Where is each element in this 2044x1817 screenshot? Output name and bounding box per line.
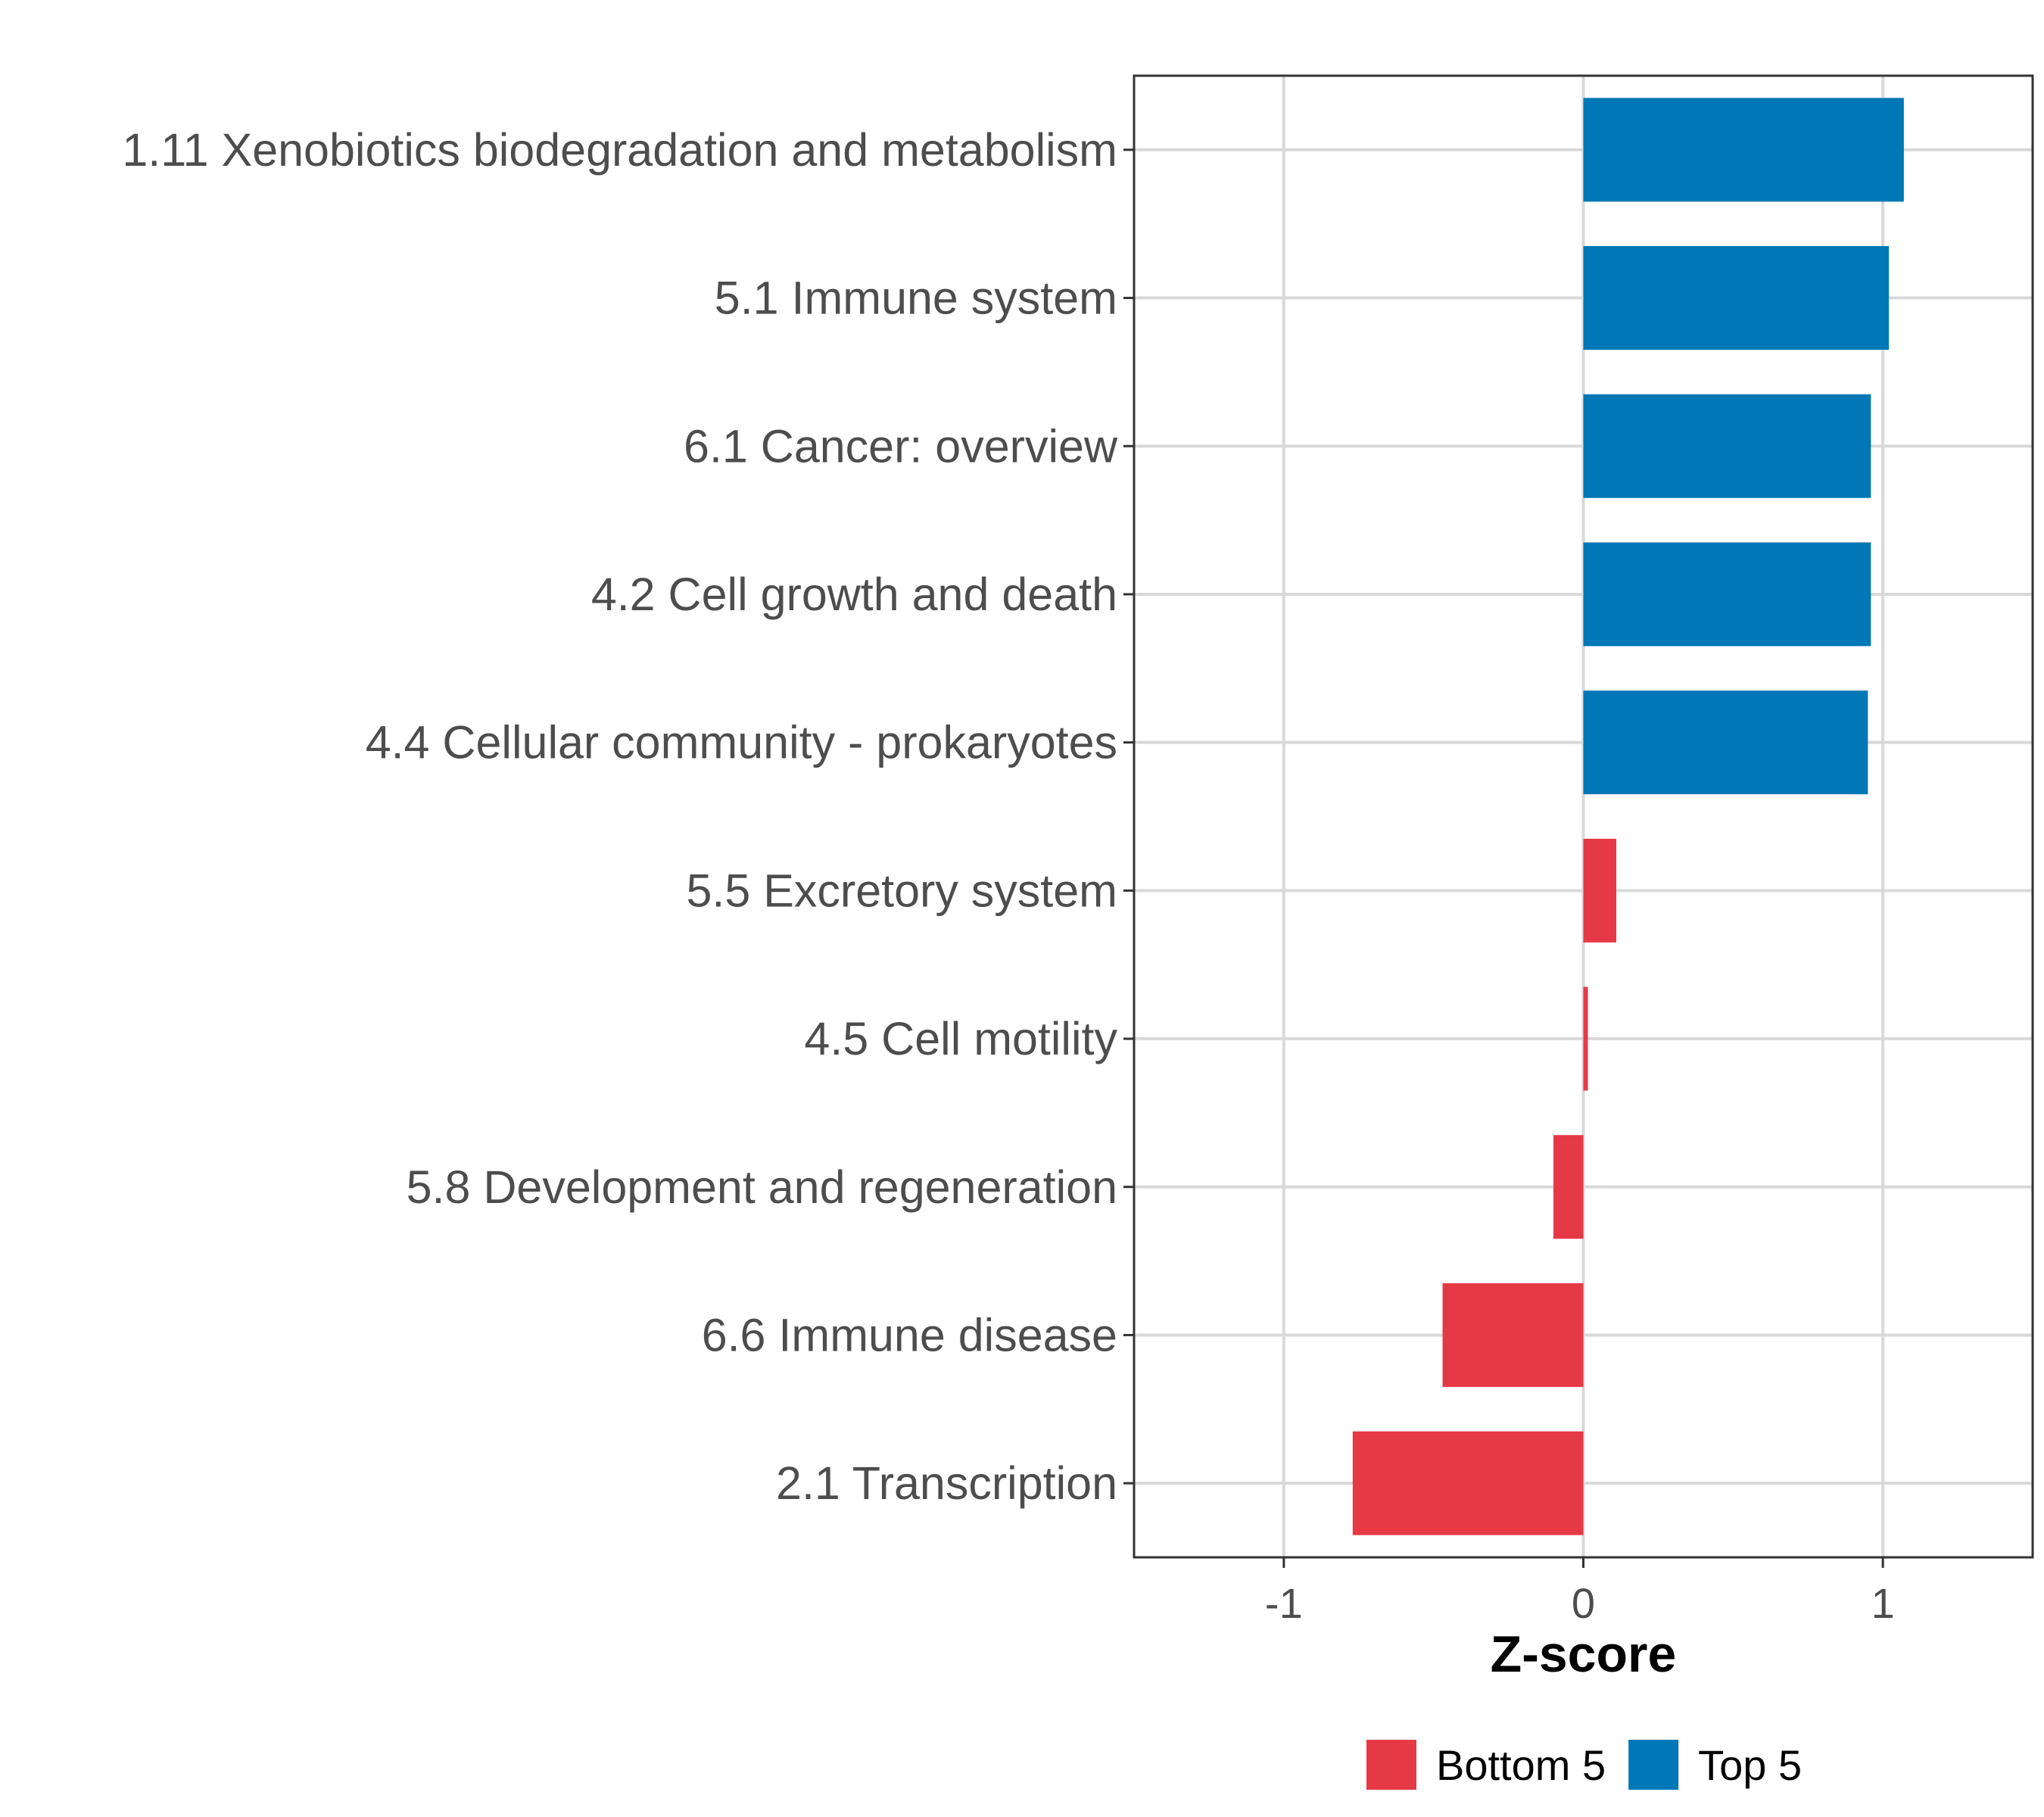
- y-tick-label: 6.1 Cancer: overview: [684, 420, 1118, 472]
- x-axis-title: Z-score: [1491, 1625, 1677, 1683]
- legend-item: Top 5: [1628, 1740, 1802, 1790]
- y-tick-label: 1.11 Xenobiotics biodegradation and meta…: [122, 124, 1117, 176]
- y-tick-label: 5.8 Development and regeneration: [407, 1161, 1117, 1213]
- x-tick-label: 0: [1572, 1579, 1595, 1627]
- y-tick-label: 2.1 Transcription: [776, 1457, 1117, 1509]
- x-tick-label: -1: [1265, 1579, 1303, 1627]
- bar: [1583, 838, 1617, 943]
- bar: [1553, 1135, 1584, 1239]
- bar: [1583, 246, 1890, 351]
- y-axis: 1.11 Xenobiotics biodegradation and meta…: [122, 124, 1134, 1509]
- y-tick-label: 6.6 Immune disease: [702, 1309, 1117, 1360]
- y-tick-label: 5.5 Excretory system: [687, 865, 1118, 916]
- legend-swatch: [1628, 1740, 1679, 1790]
- legend-label: Top 5: [1698, 1741, 1802, 1789]
- bar: [1583, 690, 1868, 795]
- legend-item: Bottom 5: [1366, 1740, 1606, 1790]
- y-tick-label: 4.4 Cellular community - prokaryotes: [366, 717, 1117, 768]
- bar: [1583, 986, 1588, 1091]
- bar: [1352, 1431, 1584, 1535]
- bar: [1583, 394, 1871, 498]
- bars: [1352, 98, 1904, 1535]
- y-tick-label: 5.1 Immune system: [715, 273, 1117, 324]
- x-axis: -1 0 1: [1265, 1557, 1895, 1627]
- legend-swatch: [1366, 1740, 1416, 1790]
- legend: Bottom 5 Top 5: [1366, 1740, 1802, 1790]
- bar: [1583, 542, 1871, 647]
- bar: [1442, 1282, 1584, 1387]
- legend-label: Bottom 5: [1436, 1741, 1606, 1789]
- y-tick-label: 4.5 Cell motility: [804, 1013, 1117, 1064]
- y-tick-label: 4.2 Cell growth and death: [591, 569, 1117, 620]
- bar: [1583, 98, 1904, 202]
- x-tick-label: 1: [1871, 1579, 1895, 1627]
